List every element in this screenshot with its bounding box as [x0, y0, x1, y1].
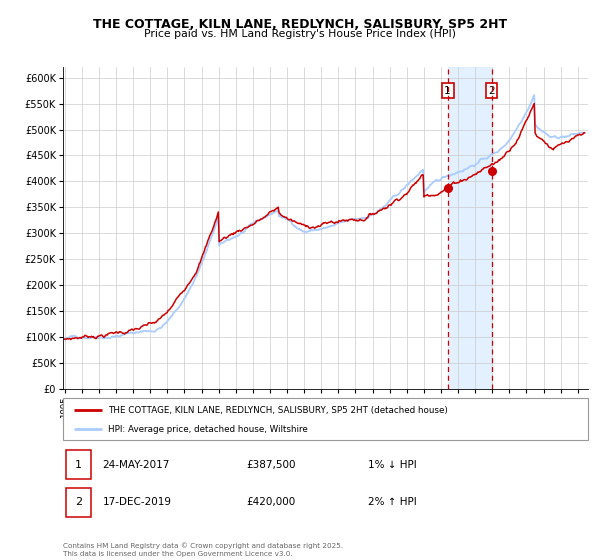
Text: Contains HM Land Registry data © Crown copyright and database right 2025.
This d: Contains HM Land Registry data © Crown c… — [63, 543, 343, 557]
Text: 2% ↑ HPI: 2% ↑ HPI — [367, 497, 416, 507]
Bar — [448, 67, 491, 389]
Text: 2: 2 — [488, 86, 495, 96]
Text: Price paid vs. HM Land Registry's House Price Index (HPI): Price paid vs. HM Land Registry's House … — [144, 29, 456, 39]
Text: 2: 2 — [74, 497, 82, 507]
Bar — [65, 450, 91, 479]
Text: THE COTTAGE, KILN LANE, REDLYNCH, SALISBURY, SP5 2HT (detached house): THE COTTAGE, KILN LANE, REDLYNCH, SALISB… — [107, 405, 448, 415]
Text: £420,000: £420,000 — [247, 497, 296, 507]
Text: £387,500: £387,500 — [247, 460, 296, 470]
Text: THE COTTAGE, KILN LANE, REDLYNCH, SALISBURY, SP5 2HT: THE COTTAGE, KILN LANE, REDLYNCH, SALISB… — [93, 18, 507, 31]
Text: 1% ↓ HPI: 1% ↓ HPI — [367, 460, 416, 470]
Text: 24-MAY-2017: 24-MAY-2017 — [103, 460, 170, 470]
Bar — [65, 488, 91, 517]
Text: HPI: Average price, detached house, Wiltshire: HPI: Average price, detached house, Wilt… — [107, 424, 307, 433]
Text: 1: 1 — [75, 460, 82, 470]
Text: 1: 1 — [444, 86, 451, 96]
Text: 17-DEC-2019: 17-DEC-2019 — [103, 497, 172, 507]
